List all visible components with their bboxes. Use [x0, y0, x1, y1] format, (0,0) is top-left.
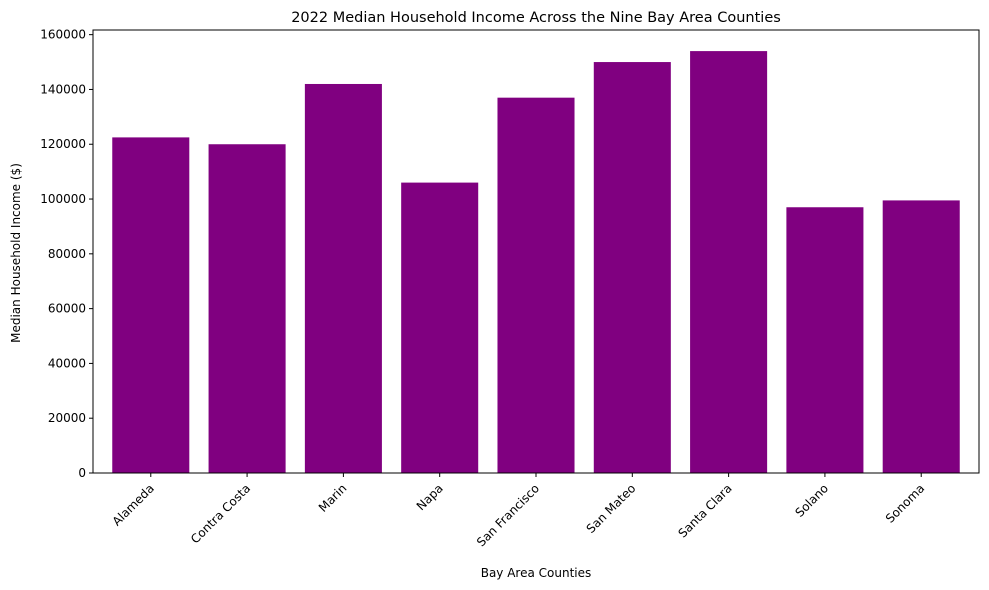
x-tick-label: San Francisco — [474, 481, 542, 549]
x-tick-label: Solano — [792, 481, 831, 520]
y-tick-label: 20000 — [48, 411, 86, 425]
y-tick-label: 60000 — [48, 302, 86, 316]
y-tick-label: 160000 — [40, 28, 86, 42]
bars-group — [112, 51, 960, 474]
bar-santa-clara — [690, 51, 768, 473]
x-tick-label: Santa Clara — [675, 481, 734, 540]
x-tick-label: Alameda — [110, 481, 157, 528]
bar-contra-costa — [208, 144, 286, 473]
y-axis: 0 20000 40000 60000 80000 100000 120000 140000 1… — [40, 28, 93, 480]
x-tick-label: Contra Costa — [188, 481, 253, 546]
x-tick-label: Sonoma — [883, 481, 928, 526]
y-tick-label: 80000 — [48, 247, 86, 261]
x-tick-label: San Mateo — [584, 481, 639, 536]
bar-solano — [786, 207, 864, 473]
bar-san-mateo — [593, 62, 671, 473]
y-axis-title: Median Household Income ($) — [9, 163, 23, 343]
y-tick-label: 140000 — [40, 82, 86, 96]
bar-sonoma — [882, 200, 960, 473]
x-tick-label: Marin — [316, 481, 350, 515]
y-tick-label: 120000 — [40, 137, 86, 151]
y-tick-label: 40000 — [48, 356, 86, 370]
bar-alameda — [112, 137, 190, 474]
chart-title: 2022 Median Household Income Across the … — [291, 10, 781, 26]
bar-marin — [304, 83, 382, 473]
bar-san-francisco — [497, 97, 575, 474]
x-axis: Alameda Contra Costa Marin Napa San Francisc… — [110, 473, 928, 549]
y-tick-label: 0 — [78, 466, 86, 480]
x-axis-title: Bay Area Counties — [481, 566, 592, 580]
y-tick-label: 100000 — [40, 192, 86, 206]
x-tick-label: Napa — [414, 481, 446, 513]
bar-napa — [401, 182, 479, 473]
